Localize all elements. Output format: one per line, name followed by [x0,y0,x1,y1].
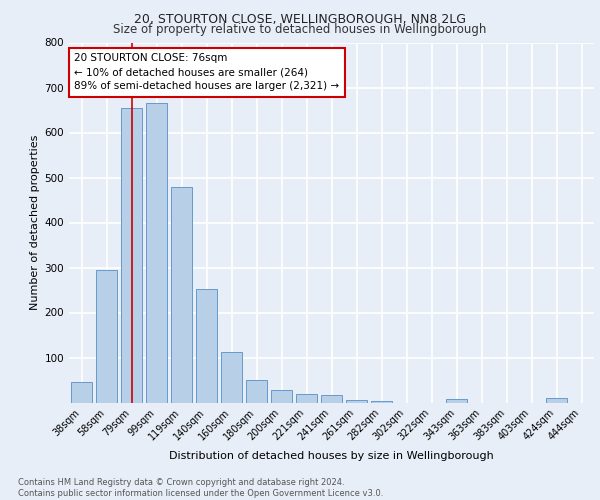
Text: Size of property relative to detached houses in Wellingborough: Size of property relative to detached ho… [113,22,487,36]
Bar [271,390,292,402]
Bar [321,395,342,402]
Bar [446,399,467,402]
Text: Contains HM Land Registry data © Crown copyright and database right 2024.
Contai: Contains HM Land Registry data © Crown c… [18,478,383,498]
Bar [296,394,317,402]
Bar [196,288,217,403]
Bar [146,104,167,403]
Bar [171,186,192,402]
Bar [121,108,142,403]
Bar [96,270,117,402]
Bar [346,400,367,402]
Text: 20 STOURTON CLOSE: 76sqm
← 10% of detached houses are smaller (264)
89% of semi-: 20 STOURTON CLOSE: 76sqm ← 10% of detach… [74,54,340,92]
Bar [546,398,567,402]
Text: 20, STOURTON CLOSE, WELLINGBOROUGH, NN8 2LG: 20, STOURTON CLOSE, WELLINGBOROUGH, NN8 … [134,12,466,26]
X-axis label: Distribution of detached houses by size in Wellingborough: Distribution of detached houses by size … [169,450,494,460]
Bar [71,382,92,402]
Bar [246,380,267,402]
Bar [221,352,242,403]
Bar [371,400,392,402]
Y-axis label: Number of detached properties: Number of detached properties [31,135,40,310]
